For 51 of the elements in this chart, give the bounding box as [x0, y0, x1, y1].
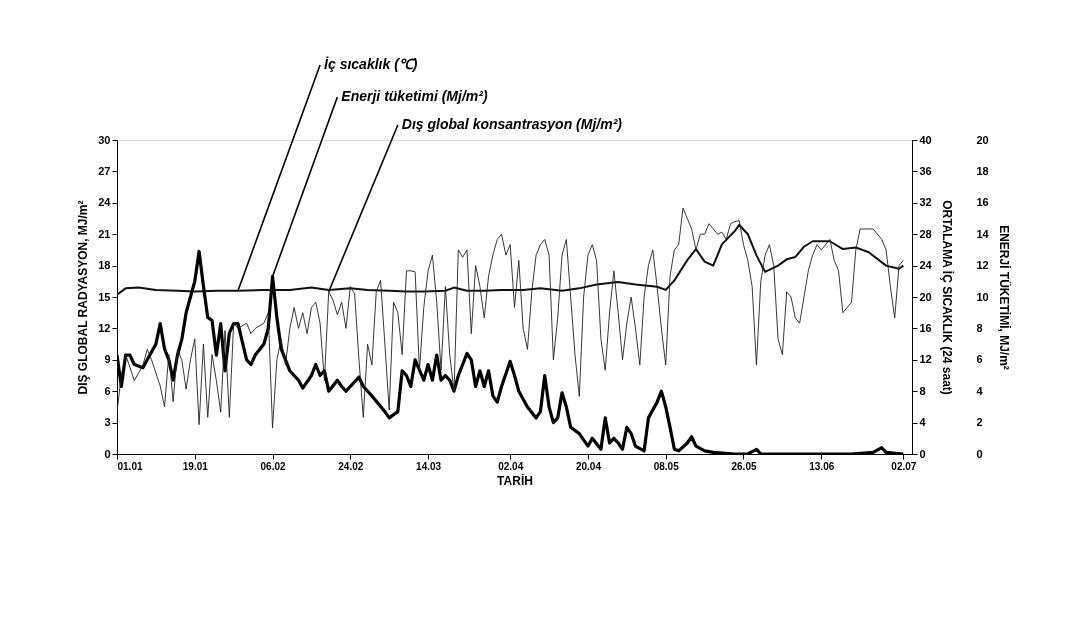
- y-tick-label: 21: [98, 227, 111, 240]
- x-tick-label: 01.01: [117, 460, 143, 472]
- y3-tick-label: 2: [976, 416, 983, 429]
- y3-tick-label: 18: [976, 164, 989, 177]
- x-tick-label: 08.05: [653, 460, 680, 472]
- text: Enerji tüketimi (Mj/m²): [341, 88, 488, 104]
- y2-tick-label: 28: [919, 227, 932, 240]
- y-tick-label: 12: [98, 321, 111, 334]
- y2-tick-label: 16: [919, 321, 932, 334]
- x-tick-label: 02.07: [891, 460, 917, 472]
- y2-tick-label: 40: [919, 133, 932, 146]
- y2-tick-label: 12: [919, 353, 932, 366]
- y-tick-label: 24: [98, 196, 112, 209]
- x-tick-label: 19.01: [182, 460, 209, 472]
- y2-tick-label: 20: [919, 290, 932, 303]
- x-tick-label: 06.02: [260, 460, 286, 472]
- y2-axis-title: ORTALAMA İÇ SICAKLIK (24 saat): [939, 200, 955, 395]
- y2-tick-label: 36: [919, 164, 932, 177]
- text: Dış global konsantrasyon (Mj/m²): [401, 116, 623, 132]
- y3-tick-label: 12: [976, 259, 989, 272]
- y3-tick-label: 0: [976, 447, 983, 460]
- text: İç sıcaklık (℃): [324, 56, 418, 72]
- y-tick-label: 3: [104, 416, 111, 429]
- y2-tick-label: 8: [919, 384, 926, 397]
- y2-tick-label: 24: [919, 259, 933, 272]
- x-tick-label: 26.05: [731, 460, 757, 472]
- y3-tick-label: 4: [976, 384, 984, 397]
- y-tick-label: 9: [104, 353, 111, 366]
- y3-tick-label: 14: [976, 227, 990, 240]
- x-tick-label: 02.04: [498, 460, 524, 472]
- y-tick-label: 15: [98, 290, 111, 303]
- y3-tick-label: 20: [976, 133, 989, 146]
- y2-tick-label: 32: [919, 196, 932, 209]
- y3-tick-label: 16: [976, 196, 989, 209]
- x-tick-label: 14.03: [416, 460, 442, 472]
- y3-tick-label: 10: [976, 290, 989, 303]
- y3-axis-title: ENERJİ TÜKETİMİ, MJ/m²: [996, 225, 1012, 370]
- x-tick-label: 20.04: [575, 460, 602, 472]
- x-axis-title: TARİH: [497, 472, 533, 488]
- y3-tick-label: 8: [976, 321, 983, 334]
- y2-tick-label: 4: [919, 416, 927, 429]
- y-tick-label: 0: [104, 447, 111, 460]
- y-tick-label: 6: [104, 384, 111, 397]
- x-tick-label: 13.06: [809, 460, 835, 472]
- x-tick-label: 24.02: [338, 460, 364, 472]
- y3-tick-label: 6: [976, 353, 983, 366]
- y-tick-label: 27: [98, 164, 111, 177]
- y2-tick-label: 0: [919, 447, 926, 460]
- y-tick-label: 18: [98, 259, 111, 272]
- y-axis-title: DIŞ GLOBAL RADYASYON, MJ/m²: [76, 200, 91, 395]
- y-tick-label: 30: [98, 133, 111, 146]
